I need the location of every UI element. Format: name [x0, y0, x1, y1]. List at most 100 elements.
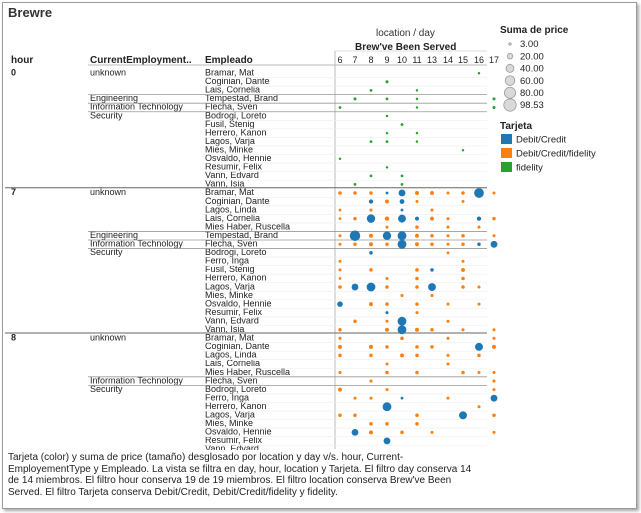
data-point[interactable] [492, 379, 496, 383]
data-point[interactable] [369, 268, 373, 272]
data-point[interactable] [385, 242, 389, 247]
data-point[interactable] [353, 242, 357, 247]
data-point[interactable] [338, 353, 342, 358]
data-point[interactable] [446, 396, 450, 400]
data-point[interactable] [415, 131, 419, 135]
data-point[interactable] [338, 268, 342, 272]
data-point[interactable] [338, 344, 342, 349]
data-point[interactable] [461, 285, 465, 289]
data-point[interactable] [399, 199, 405, 204]
data-point[interactable] [415, 311, 419, 315]
data-point[interactable] [385, 131, 389, 135]
data-point[interactable] [338, 242, 342, 246]
data-point[interactable] [415, 89, 419, 92]
data-point[interactable] [477, 225, 481, 229]
data-point[interactable] [400, 336, 404, 341]
data-point[interactable] [430, 430, 434, 434]
data-point[interactable] [492, 430, 496, 434]
data-point[interactable] [475, 342, 483, 351]
data-point[interactable] [385, 199, 389, 204]
data-point[interactable] [430, 345, 434, 349]
data-point[interactable] [385, 166, 389, 169]
data-point[interactable] [415, 140, 419, 143]
data-point[interactable] [400, 123, 404, 126]
data-point[interactable] [400, 294, 404, 298]
data-point[interactable] [415, 225, 419, 229]
data-point[interactable] [369, 344, 373, 349]
data-point[interactable] [349, 230, 361, 241]
data-point[interactable] [461, 267, 465, 272]
data-point[interactable] [430, 216, 434, 221]
data-point[interactable] [385, 114, 389, 118]
data-point[interactable] [446, 319, 450, 323]
data-point[interactable] [446, 251, 450, 255]
data-point[interactable] [385, 422, 389, 426]
data-point[interactable] [430, 268, 434, 272]
data-point[interactable] [446, 191, 450, 195]
data-point[interactable] [477, 72, 481, 75]
data-point[interactable] [369, 353, 373, 358]
data-point[interactable] [415, 302, 419, 306]
data-point[interactable] [397, 316, 407, 326]
data-point[interactable] [461, 191, 465, 195]
data-point[interactable] [382, 231, 392, 240]
data-point[interactable] [338, 387, 342, 392]
data-point[interactable] [385, 140, 389, 144]
data-point[interactable] [369, 242, 373, 247]
data-point[interactable] [369, 140, 373, 144]
data-point[interactable] [446, 242, 450, 246]
data-point[interactable] [461, 242, 465, 247]
data-point[interactable] [338, 234, 342, 238]
data-point[interactable] [477, 370, 481, 375]
data-point[interactable] [415, 216, 419, 221]
data-point[interactable] [446, 353, 450, 357]
data-point[interactable] [474, 188, 484, 198]
data-point[interactable] [338, 106, 342, 109]
data-point[interactable] [477, 285, 481, 289]
data-point[interactable] [415, 190, 419, 195]
data-point[interactable] [430, 328, 434, 332]
data-point[interactable] [492, 336, 496, 340]
data-point[interactable] [369, 251, 373, 255]
data-point[interactable] [338, 157, 342, 161]
data-point[interactable] [400, 208, 404, 212]
data-point[interactable] [338, 208, 342, 212]
data-point[interactable] [428, 283, 436, 291]
data-point[interactable] [398, 214, 406, 223]
data-point[interactable] [446, 225, 450, 229]
data-point[interactable] [369, 191, 373, 195]
data-point[interactable] [490, 240, 498, 248]
data-point[interactable] [397, 231, 407, 241]
data-point[interactable] [477, 242, 481, 247]
data-point[interactable] [338, 259, 342, 263]
data-point[interactable] [383, 437, 391, 445]
data-point[interactable] [353, 319, 357, 323]
data-point[interactable] [385, 319, 389, 323]
data-point[interactable] [430, 294, 434, 298]
data-point[interactable] [369, 422, 373, 426]
data-point[interactable] [400, 353, 404, 358]
data-point[interactable] [461, 276, 465, 281]
data-point[interactable] [369, 302, 373, 307]
data-point[interactable] [461, 370, 465, 375]
data-point[interactable] [415, 370, 419, 375]
data-point[interactable] [338, 285, 342, 289]
data-point[interactable] [446, 234, 450, 238]
data-point[interactable] [415, 285, 419, 289]
data-point[interactable] [492, 191, 496, 195]
data-point[interactable] [338, 413, 342, 418]
data-point[interactable] [353, 216, 357, 221]
data-point[interactable] [415, 327, 419, 332]
data-point[interactable] [338, 336, 342, 340]
data-point[interactable] [492, 344, 496, 349]
data-point[interactable] [351, 283, 359, 291]
data-point[interactable] [398, 189, 406, 197]
data-point[interactable] [446, 217, 450, 221]
data-point[interactable] [369, 88, 373, 92]
data-point[interactable] [400, 174, 404, 178]
data-point[interactable] [338, 370, 342, 375]
data-point[interactable] [338, 191, 342, 195]
data-point[interactable] [385, 388, 389, 392]
data-point[interactable] [385, 225, 389, 229]
data-point[interactable] [430, 208, 434, 212]
